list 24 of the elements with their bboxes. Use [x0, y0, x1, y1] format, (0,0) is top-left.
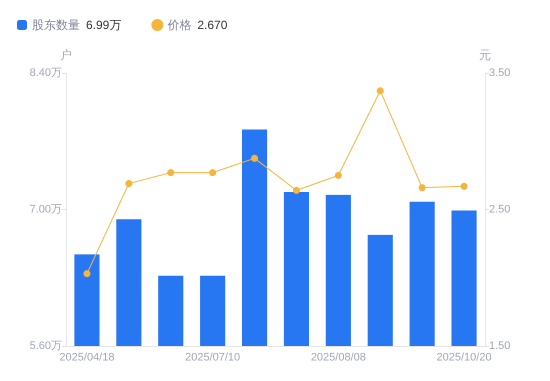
point [83, 270, 90, 278]
x-tick-label: 2025/08/08 [310, 352, 366, 364]
point [334, 172, 342, 179]
x-tick-label: 2025/07/10 [185, 352, 240, 364]
y2-tick-label: 3.50 [489, 67, 510, 79]
y2-tick-label: 1.50 [489, 340, 510, 352]
legend-label: 价格 2.670 [166, 18, 228, 32]
y-tick-label: 5.60万 [30, 340, 62, 352]
y-tick-label: 7.00万 [30, 204, 62, 216]
point [460, 182, 468, 190]
y2-tick-label: 2.50 [489, 204, 510, 216]
point [125, 180, 132, 188]
point [167, 169, 174, 176]
y-axis-title: 户 [60, 48, 72, 62]
x-tick-label: 2025/10/20 [436, 352, 492, 364]
point [292, 186, 300, 194]
point [209, 169, 216, 176]
y2-axis-title: 元 [479, 48, 491, 62]
x-tick-label: 2025/04/18 [59, 352, 114, 364]
point [418, 184, 426, 192]
y-tick-label: 8.40万 [30, 67, 62, 79]
legend-label: 股东数量 6.99万 [32, 18, 122, 32]
point [376, 87, 384, 94]
point [251, 154, 258, 162]
